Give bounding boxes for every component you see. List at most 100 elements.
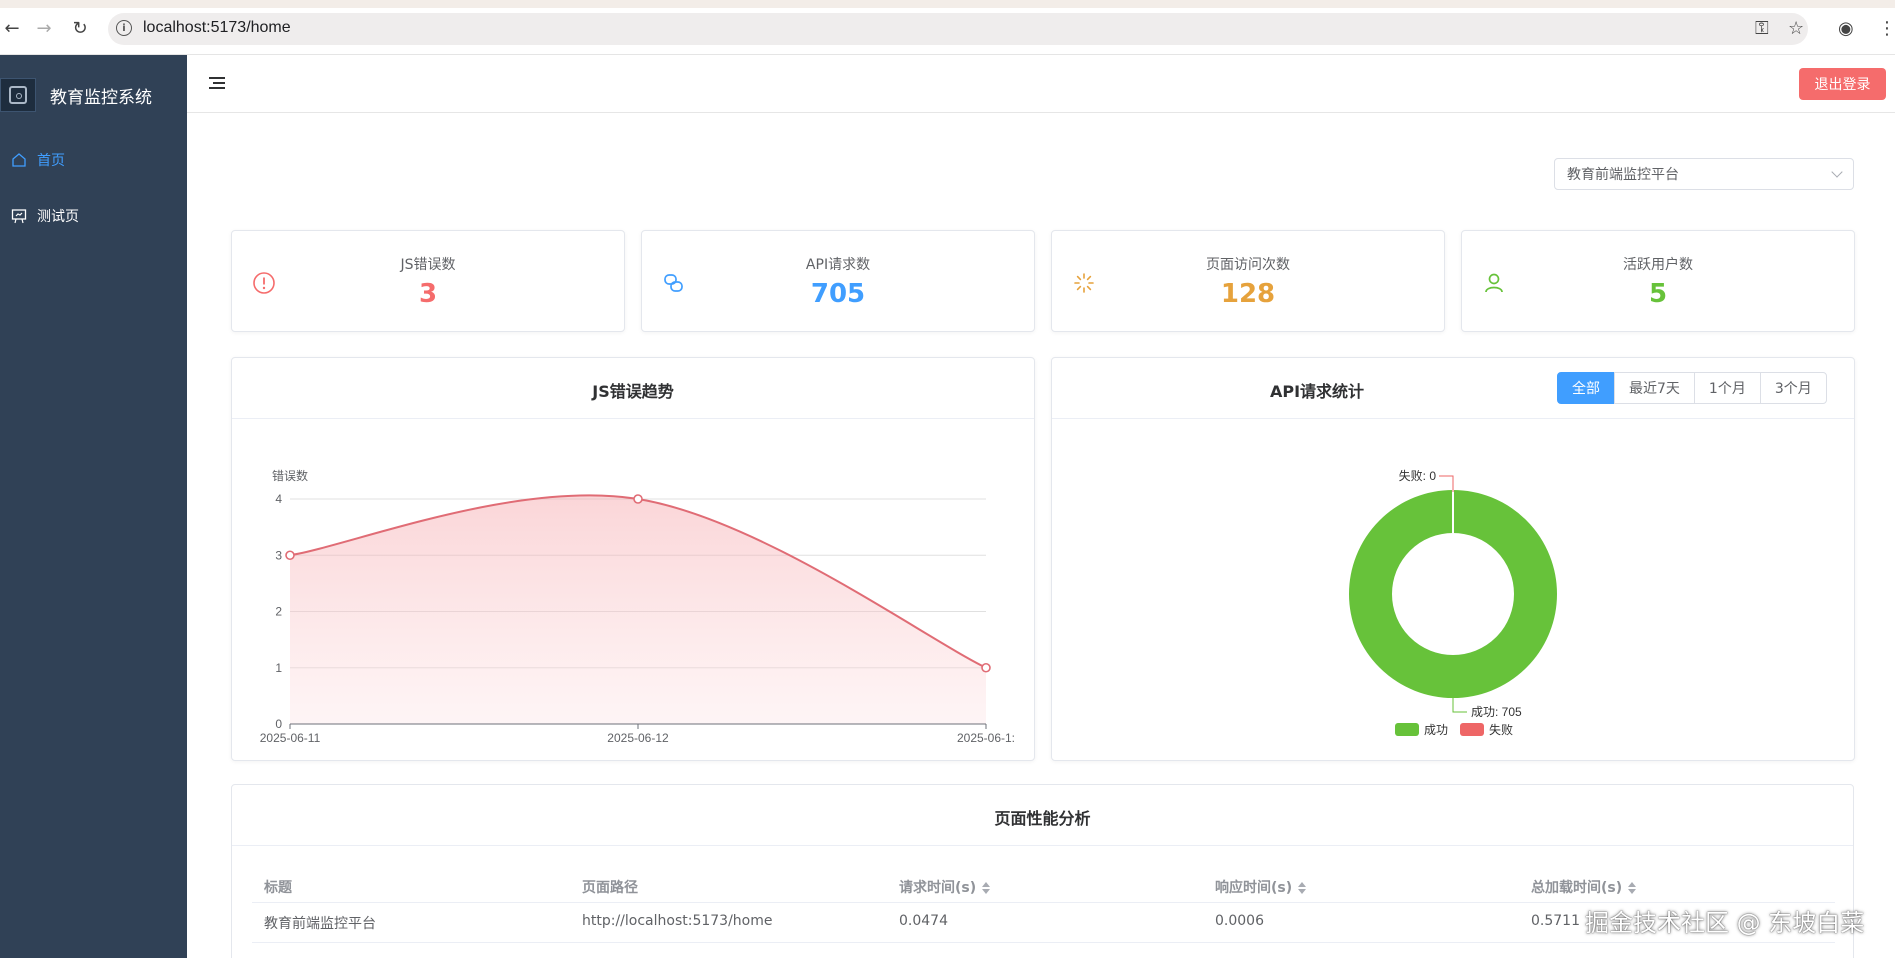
sidebar-item-test[interactable]: 测试页 xyxy=(0,191,187,241)
profile-icon[interactable]: ◉ xyxy=(1838,18,1854,39)
legend-swatch xyxy=(1395,723,1419,736)
table-cell: 0.0474 xyxy=(899,913,948,929)
home-icon xyxy=(12,153,26,167)
range-button-group: 全部 最近7天 1个月 3个月 xyxy=(1557,372,1827,404)
panel-header: API请求统计 全部 最近7天 1个月 3个月 xyxy=(1052,358,1854,419)
api-donut-chart: 失败: 0 成功: 705 成功 失败 xyxy=(1349,468,1557,737)
y-tick-label: 4 xyxy=(275,492,282,506)
browser-toolbar: ← → ↻ i localhost:5173/home ⚿ ☆ ◉ ⋮ xyxy=(0,0,1895,55)
sort-icon[interactable] xyxy=(1628,882,1637,894)
data-point xyxy=(285,550,295,561)
back-icon[interactable]: ← xyxy=(4,17,20,39)
sort-icon[interactable] xyxy=(1298,882,1307,894)
user-icon xyxy=(1485,273,1503,293)
hamburger-icon[interactable] xyxy=(209,77,225,91)
sidebar-item-home[interactable]: 首页 xyxy=(0,135,187,185)
data-point xyxy=(981,662,991,673)
stat-card-api-requests: API请求数 705 xyxy=(641,230,1035,332)
y-tick-label: 0 xyxy=(275,717,282,731)
loading-icon xyxy=(1074,273,1094,293)
sort-icon[interactable] xyxy=(982,882,991,894)
star-icon[interactable]: ☆ xyxy=(1788,18,1805,39)
column-header-label: 响应时间(s) xyxy=(1215,880,1293,896)
stat-value: 3 xyxy=(418,279,438,309)
stat-value: 5 xyxy=(1648,279,1668,309)
x-tick-label: 2025-06-11 xyxy=(260,731,321,745)
sidebar: 教育监控系统 首页 测试页 xyxy=(0,55,187,958)
panel-header: 页面性能分析 xyxy=(232,785,1853,846)
data-point xyxy=(633,494,643,504)
y-tick-label: 2 xyxy=(275,605,282,619)
column-header-label: 请求时间(s) xyxy=(899,880,977,896)
legend-swatch xyxy=(1460,723,1484,736)
stat-card-active-users: 活跃用户数 5 xyxy=(1461,230,1855,332)
column-header-title: 标题 xyxy=(264,880,292,896)
table-cell: 0.0006 xyxy=(1215,913,1264,929)
stat-label: 页面访问次数 xyxy=(1206,257,1290,273)
js-error-line-chart: 错误数 0 1 2 3 4 2025-06-11 2025-06-12 2025-06-1: xyxy=(260,468,1015,745)
y-axis-label: 错误数 xyxy=(272,468,308,483)
range-button-3months[interactable]: 3个月 xyxy=(1759,372,1827,404)
label-line xyxy=(1439,475,1454,492)
legend-label: 失败 xyxy=(1489,722,1513,737)
js-error-trend-panel: JS错误趋势 错误数 0 1 2 3 4 2025-06-11 2025-06-12 2025-… xyxy=(231,357,1035,761)
key-icon[interactable]: ⚿ xyxy=(1755,18,1769,39)
stat-card-page-views: 页面访问次数 128 xyxy=(1051,230,1445,332)
app-title: 教育监控系统 xyxy=(50,88,152,108)
logo-icon xyxy=(0,78,36,112)
column-header-total-time[interactable]: 总加载时间(s) xyxy=(1531,877,1637,897)
range-button-1month[interactable]: 1个月 xyxy=(1693,372,1761,404)
presentation-icon xyxy=(11,209,27,224)
watermark: 掘金技术社区 @ 东坡白菜 xyxy=(1585,909,1865,937)
range-button-all[interactable]: 全部 xyxy=(1557,372,1615,404)
column-header-path: 页面路径 xyxy=(582,880,638,896)
stat-label: API请求数 xyxy=(805,257,871,273)
panel-title: JS错误趋势 xyxy=(592,382,674,401)
stat-value: 128 xyxy=(1220,279,1276,309)
api-stats-panel: API请求统计 全部 最近7天 1个月 3个月 失败: 0 成功: 705 成功 失败 xyxy=(1051,357,1855,761)
platform-select-value: 教育前端监控平台 xyxy=(1567,167,1679,183)
stat-value: 705 xyxy=(810,279,866,309)
label-line xyxy=(1452,696,1467,713)
y-tick-label: 3 xyxy=(275,548,282,562)
top-header: 退出登录 xyxy=(187,55,1895,113)
panel-header: JS错误趋势 xyxy=(232,358,1034,419)
link-icon xyxy=(664,274,683,292)
pie-slice xyxy=(1349,490,1557,698)
menu-icon[interactable]: ⋮ xyxy=(1878,18,1895,39)
address-bar[interactable] xyxy=(108,13,1808,45)
x-tick-label: 2025-06-12 xyxy=(607,731,669,745)
logout-button[interactable]: 退出登录 xyxy=(1799,68,1886,100)
legend-label: 成功 xyxy=(1424,723,1448,737)
y-tick-label: 1 xyxy=(275,661,282,675)
table-header: 标题 页面路径 请求时间(s) 响应时间(s) 总加载时间(s) xyxy=(252,867,1835,903)
slice-label: 成功: 705 xyxy=(1471,705,1522,719)
main-content: 教育前端监控平台 JS错误数 3 API请求数 705 页面访问次数 xyxy=(187,113,1895,958)
column-header-request-time[interactable]: 请求时间(s) xyxy=(899,877,991,897)
table-cell: 教育前端监控平台 xyxy=(264,916,376,932)
reload-icon[interactable]: ↻ xyxy=(72,17,88,39)
table-cell: http://localhost:5173/home xyxy=(582,913,773,929)
sidebar-item-label: 测试页 xyxy=(37,209,79,225)
column-header-label: 总加载时间(s) xyxy=(1531,880,1623,896)
column-header-response-time[interactable]: 响应时间(s) xyxy=(1215,877,1307,897)
stat-label: 活跃用户数 xyxy=(1623,257,1693,273)
tab-strip xyxy=(0,0,1895,8)
site-info-icon[interactable]: i xyxy=(116,20,132,36)
table-row: 教育前端监控平台 http://localhost:5173/home 0.04… xyxy=(252,903,1835,943)
range-button-7days[interactable]: 最近7天 xyxy=(1614,372,1695,404)
forward-icon[interactable]: → xyxy=(36,17,52,39)
stat-label: JS错误数 xyxy=(400,257,456,273)
performance-table-panel: 页面性能分析 标题 页面路径 请求时间(s) 响应时间(s) 总加载时间(s) … xyxy=(231,784,1854,958)
platform-select[interactable]: 教育前端监控平台 xyxy=(1554,158,1854,190)
stat-card-js-errors: JS错误数 3 xyxy=(231,230,625,332)
panel-title: API请求统计 xyxy=(1269,382,1365,401)
area-fill xyxy=(290,495,986,724)
url-text[interactable]: localhost:5173/home xyxy=(143,19,291,36)
panel-title: 页面性能分析 xyxy=(994,809,1091,828)
table-cell: 0.5711 xyxy=(1531,913,1580,929)
x-tick-label: 2025-06-1: xyxy=(957,731,1015,745)
slice-label: 失败: 0 xyxy=(1399,468,1437,483)
error-circle-icon xyxy=(253,272,275,294)
sidebar-item-label: 首页 xyxy=(37,153,65,169)
